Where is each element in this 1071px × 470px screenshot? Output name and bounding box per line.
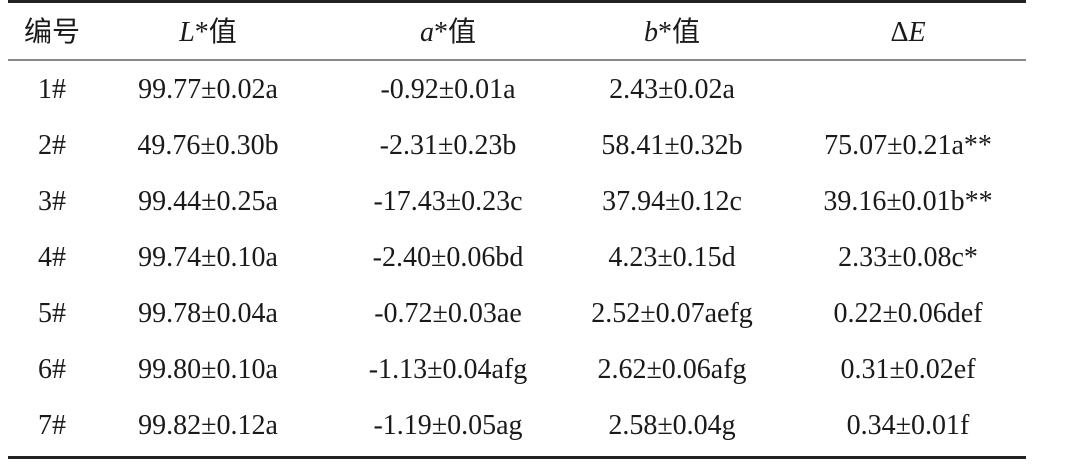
sample-id-cell: 1# bbox=[38, 74, 66, 105]
delta-e-value-cell: 39.16±0.01b** bbox=[823, 186, 993, 217]
b-value-cell: 2.62±0.06afg bbox=[597, 354, 747, 385]
a-value-cell: -1.19±0.05ag bbox=[373, 410, 523, 441]
header-delta-e: ΔE bbox=[890, 5, 925, 61]
table-row: 6# 99.80±0.10a -1.13±0.04afg 2.62±0.06afg 0.… bbox=[8, 342, 1026, 398]
a-value-cell: -2.31±0.23b bbox=[379, 130, 517, 161]
table-row: 4# 99.74±0.10a -2.40±0.06bd 4.23±0.15d 2.33±… bbox=[8, 230, 1026, 286]
top-rule bbox=[8, 0, 1026, 3]
header-a-text: *值 bbox=[433, 17, 477, 48]
l-value-cell: 99.80±0.10a bbox=[138, 354, 278, 385]
b-value-cell: 58.41±0.32b bbox=[601, 130, 743, 161]
b-value-cell: 2.43±0.02a bbox=[609, 74, 735, 105]
header-b-text: *值 bbox=[657, 17, 701, 48]
table-row: 7# 99.82±0.12a -1.19±0.05ag 2.58±0.04g 0.34±… bbox=[8, 398, 1026, 454]
a-value-cell: -0.92±0.01a bbox=[380, 74, 516, 105]
b-value-cell: 4.23±0.15d bbox=[608, 242, 736, 273]
header-e-symbol: E bbox=[908, 17, 926, 48]
header-id: 编号 bbox=[24, 5, 80, 61]
header-a: a*值 bbox=[420, 5, 476, 61]
l-value-cell: 99.82±0.12a bbox=[138, 410, 278, 441]
l-value-cell: 99.77±0.02a bbox=[138, 74, 278, 105]
delta-e-value-cell: 0.31±0.02ef bbox=[840, 354, 976, 385]
sample-id-cell: 6# bbox=[38, 354, 66, 385]
b-value-cell: 2.52±0.07aefg bbox=[591, 298, 753, 329]
delta-e-value-cell: 0.34±0.01f bbox=[846, 410, 970, 441]
a-value-cell: -0.72±0.03ae bbox=[374, 298, 522, 329]
table-row: 5# 99.78±0.04a -0.72±0.03ae 2.52±0.07aefg 0.… bbox=[8, 286, 1026, 342]
b-value-cell: 37.94±0.12c bbox=[602, 186, 742, 217]
header-l: L*值 bbox=[179, 5, 237, 61]
header-row: 编号 L*值 a*值 b*值 ΔE bbox=[8, 5, 1026, 61]
sample-id-cell: 3# bbox=[38, 186, 66, 217]
sample-id-cell: 4# bbox=[38, 242, 66, 273]
l-value-cell: 49.76±0.30b bbox=[137, 130, 279, 161]
delta-e-value-cell: 0.22±0.06def bbox=[833, 298, 983, 329]
l-value-cell: 99.78±0.04a bbox=[138, 298, 278, 329]
header-delta: Δ bbox=[890, 17, 909, 48]
a-value-cell: -1.13±0.04afg bbox=[368, 354, 528, 385]
table-row: 2# 49.76±0.30b -2.31±0.23b 58.41±0.32b 75.07… bbox=[8, 118, 1026, 174]
b-value-cell: 2.58±0.04g bbox=[608, 410, 736, 441]
header-id-text: 编号 bbox=[23, 17, 81, 48]
a-value-cell: -2.40±0.06bd bbox=[372, 242, 524, 273]
sample-id-cell: 5# bbox=[38, 298, 66, 329]
header-l-symbol: L bbox=[179, 17, 195, 48]
l-value-cell: 99.44±0.25a bbox=[138, 186, 278, 217]
bottom-rule bbox=[8, 456, 1026, 459]
header-l-text: *值 bbox=[194, 17, 237, 48]
sample-id-cell: 7# bbox=[38, 410, 66, 441]
header-b-symbol: b bbox=[643, 17, 658, 48]
table-row: 3# 99.44±0.25a -17.43±0.23c 37.94±0.12c 39.1… bbox=[8, 174, 1026, 230]
l-value-cell: 99.74±0.10a bbox=[138, 242, 278, 273]
delta-e-value-cell: 2.33±0.08c* bbox=[838, 242, 978, 273]
sample-id-cell: 2# bbox=[38, 130, 66, 161]
header-rule bbox=[8, 59, 1026, 61]
table-row: 1# 99.77±0.02a -0.92±0.01a 2.43±0.02a bbox=[8, 62, 1026, 118]
a-value-cell: -17.43±0.23c bbox=[373, 186, 523, 217]
delta-e-value-cell: 75.07±0.21a** bbox=[824, 130, 992, 161]
header-a-symbol: a bbox=[419, 17, 434, 48]
header-b: b*值 bbox=[644, 5, 700, 61]
